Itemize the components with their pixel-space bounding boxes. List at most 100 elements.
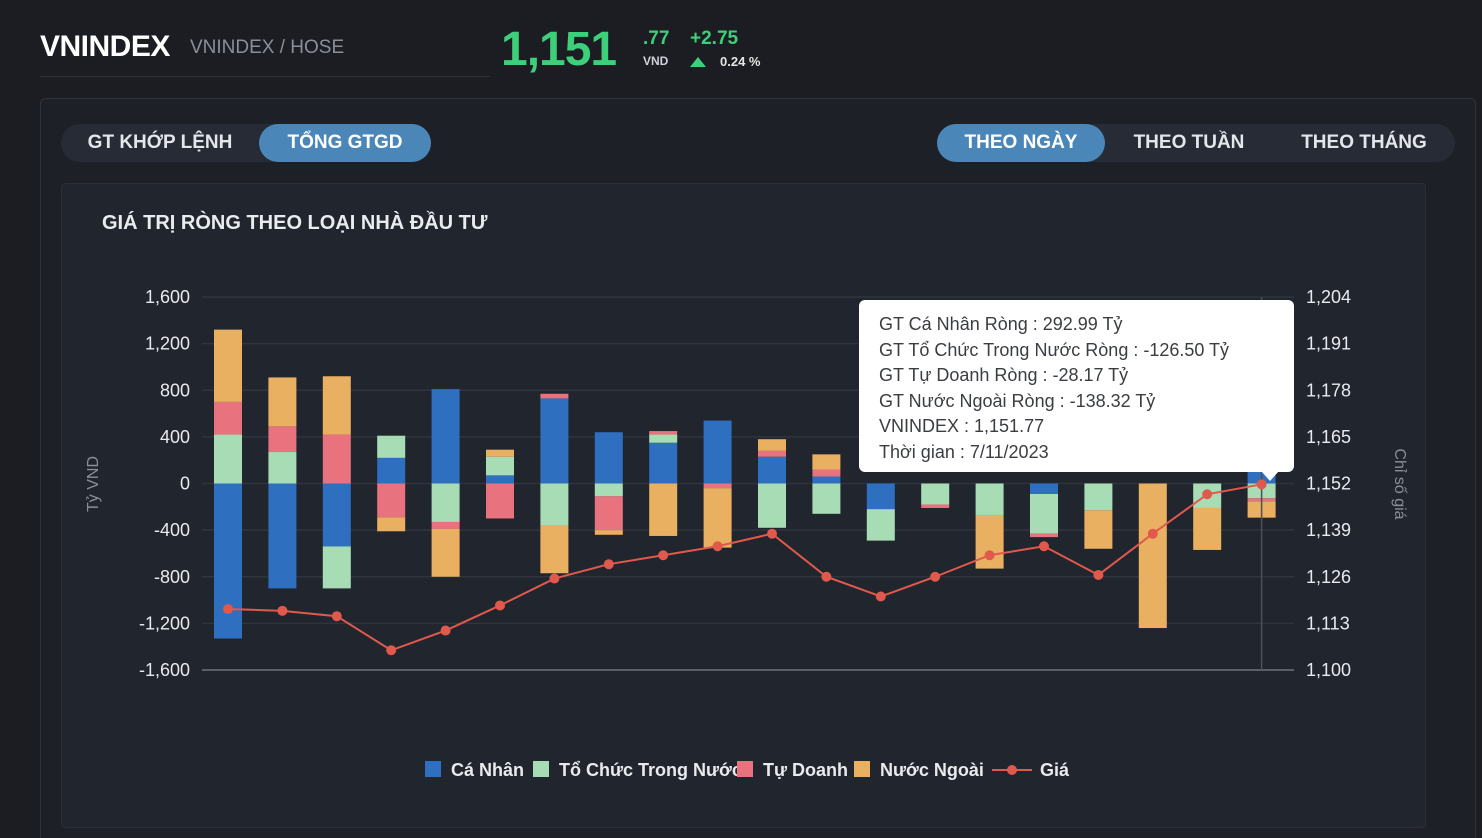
bar-segment [921, 504, 950, 508]
bar-segment [540, 525, 569, 574]
y-tick-label: 0 [180, 474, 190, 494]
tab-theo-tuan[interactable]: THEO TUẦN [1133, 132, 1245, 153]
net-value-chart[interactable]: 1,600 1,200 800 400 0 -400 -800 -1,200 -1,600 1,2… [62, 184, 1427, 829]
bar-segment [268, 483, 297, 589]
bar-segment [812, 476, 841, 484]
tab-tong-gtgd[interactable]: TỔNG GTGD [259, 124, 431, 162]
bar-segment [214, 483, 242, 639]
price-point [603, 559, 614, 570]
y2-axis-title: Chỉ số giá [1391, 448, 1408, 519]
price-point [495, 600, 505, 611]
bar-segment [703, 488, 732, 548]
bar-segment [377, 435, 406, 458]
chart-card: GIÁ TRỊ RÒNG THEO LOẠI NHÀ ĐẦU TƯ 1,600 1… [61, 183, 1426, 828]
price-point [658, 550, 669, 561]
bar-segment [377, 457, 406, 484]
bar-segment [486, 475, 514, 484]
bar-segment [1193, 507, 1222, 550]
bar-segment [812, 483, 841, 514]
bar-segment [758, 450, 786, 457]
price-point [984, 550, 995, 561]
y-axis-title: Tỷ VND [85, 456, 102, 512]
chart-title: GIÁ TRỊ RÒNG THEO LOẠI NHÀ ĐẦU TƯ [102, 212, 488, 234]
bar-segment [649, 431, 678, 435]
tooltip-line: GT Nước Ngoài Ròng : -138.32 Tỷ [879, 390, 1156, 411]
bar-segment [486, 456, 514, 476]
bar-segment [594, 530, 623, 535]
tab-theo-thang[interactable]: THEO THÁNG [1301, 132, 1427, 153]
bar-segment [649, 442, 678, 484]
bar-segment [322, 546, 351, 589]
y2-tick-label: 1,152 [1306, 474, 1351, 494]
bar-segment [268, 426, 297, 453]
bar-segment [649, 434, 678, 443]
price-point [1093, 569, 1104, 580]
bar-segment [758, 456, 786, 484]
y2-tick-label: 1,139 [1306, 520, 1351, 540]
tooltip-line: Thời gian : 7/11/2023 [879, 441, 1049, 462]
tooltip-line: GT Tự Doanh Ròng : -28.17 Tỷ [879, 365, 1129, 385]
bar-segment [703, 420, 732, 484]
y2-tick-label: 1,100 [1306, 660, 1351, 680]
tooltip-caret [1261, 471, 1279, 481]
symbol: VNINDEX [40, 30, 170, 63]
price-change: +2.75 [690, 28, 739, 49]
legend-label: Tự Doanh [763, 760, 848, 780]
value-type-toggle: GT KHỚP LỆNH TỔNG GTGD [61, 124, 431, 162]
bar-segment [1084, 510, 1113, 549]
bar-segment [540, 393, 569, 399]
bar-segment [214, 434, 242, 484]
y-tick-label: 400 [160, 427, 190, 447]
price-unit: VND [643, 54, 669, 68]
price-point [712, 541, 723, 552]
price-point [767, 528, 777, 539]
y-tick-label: 800 [160, 380, 190, 400]
price-point [875, 591, 886, 602]
y2-tick-label: 1,165 [1306, 427, 1351, 447]
legend-line-marker [1007, 765, 1017, 775]
bar-segment [594, 432, 623, 484]
y-tick-label: -800 [154, 567, 190, 587]
legend-label: Giá [1040, 760, 1070, 780]
bar-segment [812, 469, 841, 477]
price-point [1202, 489, 1213, 500]
bar-segment [377, 517, 406, 532]
tab-gt-khop-lenh[interactable]: GT KHỚP LỆNH [87, 132, 233, 153]
tab-theo-ngay[interactable]: THEO NGÀY [937, 124, 1105, 162]
bar-segment [540, 483, 569, 526]
bar-segment [540, 398, 569, 484]
bar-segment [486, 449, 514, 457]
bar-segment [1030, 493, 1058, 534]
price-point [386, 645, 397, 656]
legend-swatch [533, 761, 549, 777]
bar-segment [594, 496, 623, 531]
bar-segment [1030, 483, 1058, 494]
y2-tick-label: 1,178 [1306, 380, 1351, 400]
price-line [227, 483, 1262, 652]
bar-segment [1138, 483, 1167, 629]
price-point [331, 611, 342, 622]
bar-segment [322, 376, 351, 435]
bar-segment [377, 483, 406, 518]
y2-tick-label: 1,191 [1306, 334, 1351, 354]
bar-segment [431, 521, 460, 529]
legend-swatch [737, 761, 753, 777]
bar-segment [975, 514, 1004, 569]
bar-segment [866, 483, 895, 510]
bar-segment [431, 483, 460, 522]
bar-segment [214, 401, 242, 435]
y2-tick-label: 1,204 [1306, 287, 1351, 307]
y-tick-label: -1,200 [139, 613, 190, 633]
y-tick-label: 1,200 [145, 334, 190, 354]
bar-segment [214, 329, 242, 402]
header: VNINDEX VNINDEX / HOSE [40, 22, 490, 77]
bar-segment [431, 389, 460, 484]
price-point [223, 604, 233, 615]
price-point [1147, 528, 1158, 539]
bar-segment [431, 528, 460, 577]
price-point [549, 573, 560, 584]
bar-segment [268, 377, 297, 427]
price-point [440, 625, 451, 636]
main-panel: GT KHỚP LỆNH TỔNG GTGD THEO NGÀY THEO TU… [40, 98, 1476, 838]
y2-tick-label: 1,113 [1306, 613, 1350, 633]
